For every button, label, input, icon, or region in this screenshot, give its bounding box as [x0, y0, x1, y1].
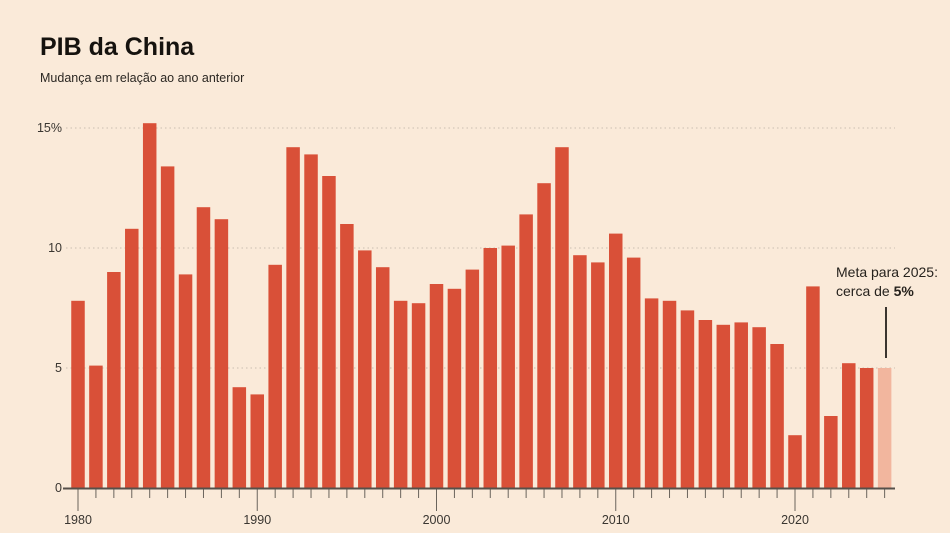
y-tick-label-0: 0 [55, 481, 62, 495]
bar-1982 [107, 272, 121, 488]
bar-1996 [358, 250, 372, 488]
bar-1988 [214, 219, 229, 488]
bar-2024 [859, 368, 874, 488]
bar-1989 [232, 387, 247, 488]
bar-1986 [178, 274, 193, 488]
bar-1992 [286, 147, 300, 488]
bar-2022 [824, 416, 838, 488]
bar-1990 [250, 394, 264, 488]
y-tick-label-10: 10 [48, 241, 62, 255]
bar-2018 [752, 327, 766, 488]
bar-2000 [429, 284, 444, 488]
bar-2005 [519, 214, 533, 488]
bar-2019 [770, 344, 784, 488]
chart-title: PIB da China [40, 33, 195, 61]
bar-2021 [806, 286, 820, 488]
bar-1985 [160, 166, 175, 488]
bar-1993 [304, 154, 318, 488]
target-annotation: Meta para 2025: cerca de 5% [836, 263, 938, 301]
bar-1997 [375, 267, 390, 488]
bar-2012 [644, 298, 659, 488]
bar-1994 [322, 176, 336, 488]
x-tick-label-1980: 1980 [64, 513, 92, 527]
bar-1998 [393, 300, 408, 488]
bar-1984 [142, 123, 157, 488]
bar-2007 [555, 147, 569, 488]
bar-1981 [89, 365, 103, 488]
bar-2025 [877, 368, 892, 488]
bar-2016 [716, 324, 731, 488]
bar-1999 [411, 303, 426, 488]
x-tick-label-2000: 2000 [423, 513, 451, 527]
y-tick-label-15: 15% [37, 121, 62, 135]
bar-2009 [591, 262, 605, 488]
bar-1987 [196, 207, 211, 488]
bar-1991 [268, 264, 282, 488]
bar-2015 [698, 320, 713, 488]
bar-2013 [662, 300, 677, 488]
bar-2017 [734, 322, 748, 488]
x-tick-label-2020: 2020 [781, 513, 809, 527]
y-tick-label-5: 5 [55, 361, 62, 375]
x-tick-label-2010: 2010 [602, 513, 630, 527]
annotation-line2: cerca de 5% [836, 283, 914, 299]
bar-1980 [71, 300, 85, 488]
bar-2002 [465, 269, 480, 488]
bar-2001 [447, 288, 462, 488]
bar-2011 [626, 257, 641, 488]
annotation-connector-line [885, 307, 887, 358]
annotation-line1: Meta para 2025: [836, 264, 938, 280]
chart-subtitle: Mudança em relação ao ano anterior [40, 71, 245, 85]
bar-2003 [483, 248, 498, 488]
bar-2010 [609, 233, 623, 488]
bar-2014 [680, 310, 695, 488]
bar-2004 [501, 245, 515, 488]
bar-1995 [340, 224, 354, 488]
bar-1983 [125, 228, 139, 489]
x-tick-label-1990: 1990 [243, 513, 271, 527]
bar-2020 [788, 435, 802, 488]
bar-2008 [573, 255, 587, 488]
bar-2006 [537, 183, 551, 488]
bar-2023 [842, 363, 856, 488]
